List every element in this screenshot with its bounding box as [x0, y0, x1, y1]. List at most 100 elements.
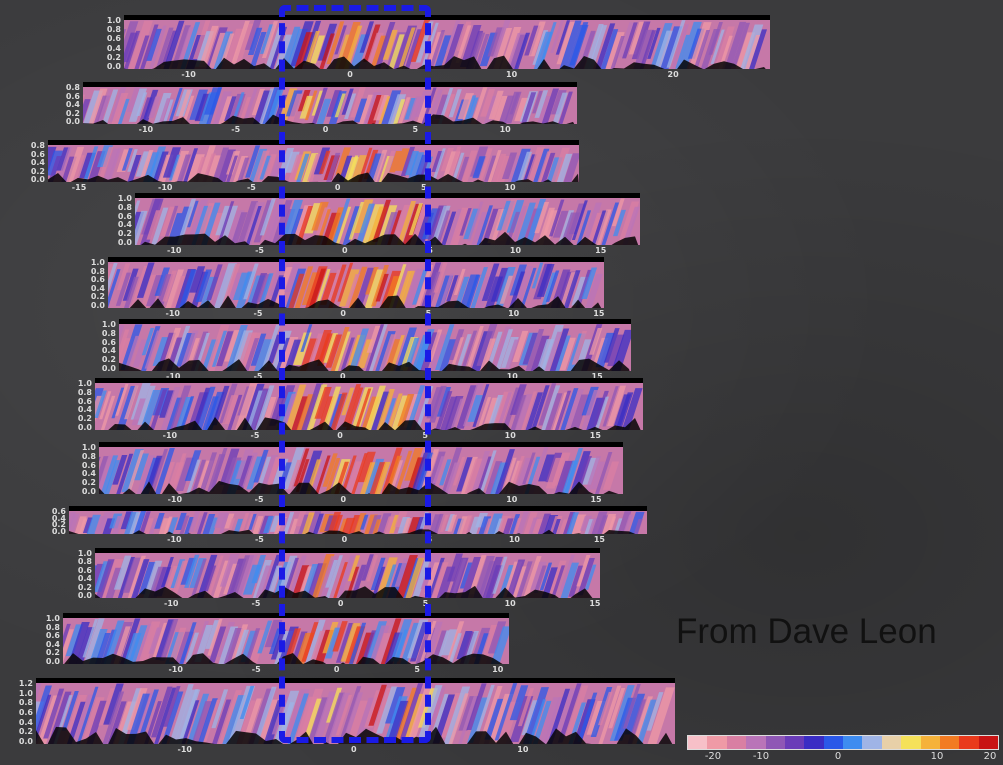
x-tick-label: -5	[254, 495, 264, 504]
x-tick-label: 0	[347, 70, 353, 79]
x-tick-label: 0	[334, 183, 341, 192]
radar-panel	[48, 140, 579, 182]
y-tick-label: 0.2	[18, 727, 33, 737]
y-tick-label: 0.0	[18, 737, 33, 746]
x-tick-label: 10	[506, 495, 518, 504]
y-tick-label: 0.2	[45, 648, 60, 658]
x-tick-label: 5	[422, 431, 428, 440]
x-tick-label: -5	[251, 665, 261, 674]
y-tick-label: 0.6	[65, 91, 80, 101]
y-tick-label: 0.0	[77, 423, 92, 432]
colorbar-swatch	[746, 736, 766, 749]
x-tick-label: -5	[254, 535, 264, 544]
y-tick-label: 0.4	[77, 405, 92, 415]
colorbar-swatch	[843, 736, 863, 749]
x-tick-label: 15	[593, 309, 605, 318]
radar-image	[48, 145, 579, 182]
y-tick-label: 0.8	[81, 451, 96, 461]
y-tick-label: 0.0	[106, 62, 121, 71]
radar-plot-area	[83, 82, 577, 124]
radar-plot-area	[95, 378, 643, 430]
y-tick-label: 0.2	[77, 414, 92, 424]
y-tick-label: 0.6	[51, 507, 66, 516]
y-tick-label: 0.4	[51, 513, 66, 523]
colorbar-swatch	[823, 736, 843, 749]
y-tick-label: 0.0	[117, 238, 132, 247]
radar-plot-area	[36, 678, 675, 744]
y-tick-label: 0.6	[106, 34, 121, 44]
x-tick-label: 10	[499, 125, 511, 134]
y-tick-label: 0.4	[106, 43, 121, 53]
y-tick-label: 0.6	[30, 149, 45, 159]
y-tick-label: 1.0	[90, 258, 105, 267]
y-tick-label: 0.4	[90, 283, 105, 293]
radar-panel	[95, 548, 600, 598]
y-tick-label: 0.4	[30, 158, 45, 167]
y-tick-label: 0.8	[77, 387, 92, 397]
colorbar-swatch	[688, 736, 708, 749]
y-tick-label: 1.0	[18, 688, 33, 698]
y-tick-label: 0.8	[101, 328, 116, 338]
x-tick-label: 10	[508, 309, 520, 318]
radar-image	[99, 447, 623, 494]
x-tick-label: -10	[138, 125, 154, 134]
y-tick-label: 0.8	[117, 202, 132, 212]
x-tick-label: -10	[165, 309, 180, 318]
x-tick-label: 0	[337, 599, 344, 608]
y-tick-label: 0.8	[65, 83, 80, 92]
y-tick-label: 1.0	[81, 443, 96, 452]
y-tick-label: 0.4	[117, 220, 132, 230]
x-tick-label: 10	[508, 535, 520, 544]
x-tick-label: 15	[589, 431, 601, 440]
radar-plot-area	[135, 193, 640, 245]
x-tick-label: 15	[593, 535, 605, 544]
y-tick-label: 0.2	[51, 520, 66, 530]
radar-plot-area	[99, 442, 623, 494]
x-tick-label: -5	[253, 372, 263, 381]
colorbar-swatch	[784, 736, 805, 749]
radar-plot-area	[48, 140, 579, 182]
x-tick-label: -10	[181, 70, 196, 79]
colorbar-swatch	[939, 736, 960, 749]
radar-panel	[95, 378, 643, 430]
x-tick-label: -15	[71, 183, 87, 192]
y-tick-label: 1.0	[106, 16, 121, 25]
radar-plot-area	[119, 319, 631, 371]
y-tick-label: 0.6	[90, 275, 105, 285]
x-tick-label: 5	[424, 495, 431, 504]
y-tick-label: 0.2	[65, 108, 80, 118]
x-tick-label: 0	[322, 125, 329, 134]
y-tick-label: 1.0	[77, 549, 92, 558]
y-tick-label: 0.2	[90, 292, 105, 302]
radar-plot-area	[95, 548, 600, 598]
y-tick-label: 0.4	[45, 639, 60, 649]
radar-panel	[119, 319, 631, 371]
radar-image	[95, 383, 643, 430]
y-tick-label: 0.8	[18, 698, 33, 708]
y-tick-label: 0.2	[81, 478, 96, 488]
x-tick-label: -10	[157, 183, 173, 192]
y-tick-label: 0.4	[101, 346, 116, 356]
y-tick-label: 0.4	[65, 100, 80, 109]
x-tick-label: 10	[504, 431, 516, 440]
y-tick-label: 0.4	[77, 574, 92, 584]
y-tick-label: 1.0	[117, 194, 132, 203]
y-tick-label: 0.6	[45, 631, 60, 641]
x-tick-label: -5	[255, 246, 264, 255]
radar-plot-area	[63, 613, 509, 664]
x-tick-label: 15	[590, 495, 602, 504]
y-tick-label: 0.8	[45, 622, 60, 632]
y-tick-label: 0.6	[81, 460, 96, 470]
x-tick-label: -10	[166, 372, 181, 381]
radar-panel	[135, 193, 640, 245]
y-tick-label: 0.0	[101, 364, 116, 373]
radar-plot-area	[124, 15, 770, 69]
y-tick-label: 0.0	[90, 301, 105, 310]
y-tick-label: 0.6	[18, 708, 33, 717]
x-tick-label: -10	[164, 599, 179, 608]
x-tick-label: 15	[595, 246, 607, 255]
y-tick-label: 0.0	[30, 175, 45, 184]
x-tick-label: 20	[667, 70, 679, 79]
radar-image	[135, 198, 640, 245]
y-tick-label: 0.2	[77, 582, 92, 592]
